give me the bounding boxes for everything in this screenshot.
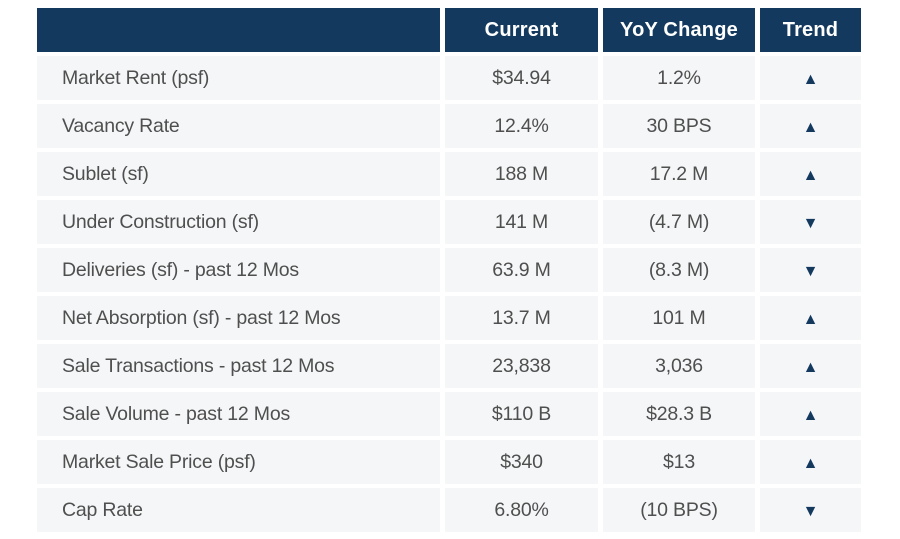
yoy-change-value: 1.2% — [603, 56, 755, 100]
trend-cell: ▲ — [760, 440, 861, 484]
trend-cell: ▼ — [760, 200, 861, 244]
table-row: Under Construction (sf) 141 M (4.7 M) ▼ — [37, 200, 861, 244]
metric-label: Sale Transactions - past 12 Mos — [37, 344, 440, 388]
current-value: 12.4% — [445, 104, 598, 148]
current-value: 63.9 M — [445, 248, 598, 292]
header-current: Current — [445, 8, 598, 52]
header-metric-blank — [37, 8, 440, 52]
yoy-change-value: (4.7 M) — [603, 200, 755, 244]
current-value: 23,838 — [445, 344, 598, 388]
trend-cell: ▲ — [760, 344, 861, 388]
trend-up-icon: ▲ — [802, 358, 819, 376]
current-value: 13.7 M — [445, 296, 598, 340]
current-value: $34.94 — [445, 56, 598, 100]
current-value: 6.80% — [445, 488, 598, 532]
table-row: Market Sale Price (psf) $340 $13 ▲ — [37, 440, 861, 484]
table-row: Deliveries (sf) - past 12 Mos 63.9 M (8.3 … — [37, 248, 861, 292]
yoy-change-value: 30 BPS — [603, 104, 755, 148]
header-trend: Trend — [760, 8, 861, 52]
trend-up-icon: ▲ — [802, 454, 819, 472]
metric-label: Net Absorption (sf) - past 12 Mos — [37, 296, 440, 340]
yoy-change-value: 3,036 — [603, 344, 755, 388]
trend-down-icon: ▼ — [802, 502, 819, 520]
trend-cell: ▲ — [760, 56, 861, 100]
metric-label: Under Construction (sf) — [37, 200, 440, 244]
table-row: Sale Transactions - past 12 Mos 23,838 3,0… — [37, 344, 861, 388]
trend-cell: ▲ — [760, 152, 861, 196]
header-row: Current YoY Change Trend — [37, 8, 861, 52]
current-value: $340 — [445, 440, 598, 484]
trend-cell: ▼ — [760, 248, 861, 292]
yoy-change-value: 101 M — [603, 296, 755, 340]
trend-cell: ▲ — [760, 104, 861, 148]
trend-up-icon: ▲ — [802, 118, 819, 136]
trend-cell: ▲ — [760, 296, 861, 340]
trend-up-icon: ▲ — [802, 310, 819, 328]
table-row: Sublet (sf) 188 M 17.2 M ▲ — [37, 152, 861, 196]
metric-label: Cap Rate — [37, 488, 440, 532]
table-row: Cap Rate 6.80% (10 BPS) ▼ — [37, 488, 861, 532]
metric-label: Sublet (sf) — [37, 152, 440, 196]
current-value: 141 M — [445, 200, 598, 244]
trend-up-icon: ▲ — [802, 406, 819, 424]
metric-label: Market Sale Price (psf) — [37, 440, 440, 484]
trend-up-icon: ▲ — [802, 70, 819, 88]
current-value: 188 M — [445, 152, 598, 196]
table-row: Vacancy Rate 12.4% 30 BPS ▲ — [37, 104, 861, 148]
current-value: $110 B — [445, 392, 598, 436]
trend-down-icon: ▼ — [802, 214, 819, 232]
table-row: Market Rent (psf) $34.94 1.2% ▲ — [37, 56, 861, 100]
yoy-change-value: (10 BPS) — [603, 488, 755, 532]
yoy-change-value: 17.2 M — [603, 152, 755, 196]
market-stats-table: Current YoY Change Trend Market Rent (ps… — [32, 4, 866, 536]
metric-label: Market Rent (psf) — [37, 56, 440, 100]
metric-label: Deliveries (sf) - past 12 Mos — [37, 248, 440, 292]
header-yoy-change: YoY Change — [603, 8, 755, 52]
yoy-change-value: $13 — [603, 440, 755, 484]
trend-cell: ▼ — [760, 488, 861, 532]
trend-up-icon: ▲ — [802, 166, 819, 184]
yoy-change-value: $28.3 B — [603, 392, 755, 436]
trend-cell: ▲ — [760, 392, 861, 436]
table-row: Sale Volume - past 12 Mos $110 B $28.3 B ▲ — [37, 392, 861, 436]
metric-label: Vacancy Rate — [37, 104, 440, 148]
metric-label: Sale Volume - past 12 Mos — [37, 392, 440, 436]
trend-down-icon: ▼ — [802, 262, 819, 280]
yoy-change-value: (8.3 M) — [603, 248, 755, 292]
